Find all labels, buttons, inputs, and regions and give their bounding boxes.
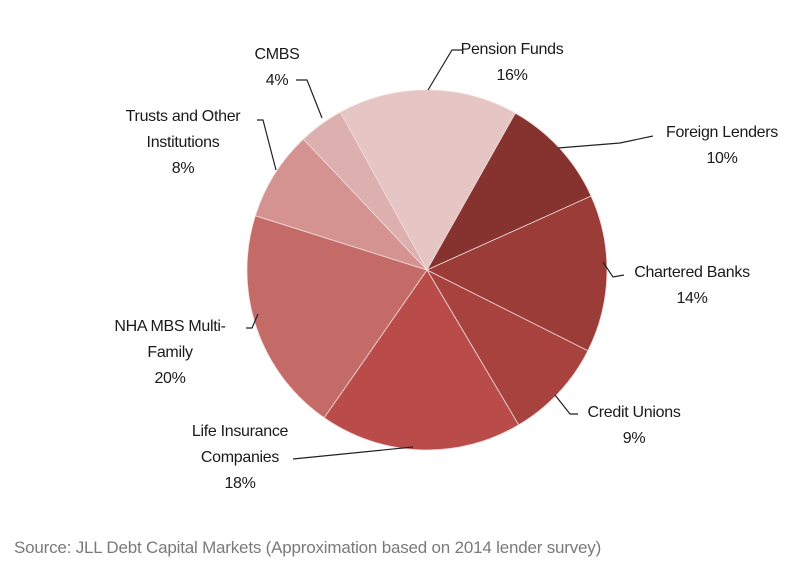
label-cmbs: CMBS 4%	[247, 42, 307, 94]
label-trusts: Trusts and Other Institutions 8%	[108, 104, 258, 182]
label-text: Life Insurance	[191, 423, 289, 440]
label-text: NHA MBS Multi-	[114, 318, 226, 335]
label-text: Family	[147, 344, 193, 361]
pie-slice-foreign-lenders	[426, 112, 592, 271]
leader-line-pension	[427, 49, 462, 91]
leader-line-life	[292, 446, 414, 460]
label-text: Chartered Banks	[634, 264, 750, 281]
label-foreign-lenders: Foreign Lenders 10%	[652, 120, 792, 172]
leader-line-credit	[554, 394, 578, 415]
label-pct: 18%	[224, 475, 256, 492]
source-note: Source: JLL Debt Capital Markets (Approx…	[14, 538, 602, 557]
label-text: Credit Unions	[587, 404, 681, 421]
leader-line-cmbs	[296, 79, 323, 119]
label-text: Trusts and Other	[125, 108, 241, 125]
pie-slice-trusts-and-other-institutions	[254, 138, 429, 271]
pie-slice-life-insurance-companies	[323, 269, 520, 451]
leader-line-chartered	[602, 261, 625, 278]
pie-slice-chartered-banks	[426, 195, 608, 352]
label-pct: 8%	[171, 160, 195, 177]
label-pct: 14%	[676, 290, 708, 307]
label-text: Institutions	[146, 134, 220, 151]
pie-slice-nha-mbs-multi-family	[246, 215, 428, 419]
leader-lines	[246, 49, 654, 460]
leader-line-nha	[246, 313, 259, 329]
label-life-insurance: Life Insurance Companies 18%	[175, 419, 305, 497]
label-pct: 20%	[154, 370, 186, 387]
label-pct: 10%	[706, 150, 738, 167]
label-nha-mbs: NHA MBS Multi- Family 20%	[100, 314, 240, 392]
label-text: CMBS	[254, 46, 300, 63]
pie-slice-credit-unions	[425, 269, 589, 426]
leader-line-trusts	[257, 119, 277, 171]
label-pct: 4%	[265, 72, 289, 89]
label-pension-funds: Pension Funds 16%	[452, 37, 572, 89]
label-pct: 9%	[622, 430, 646, 447]
pie-slice-pension-funds	[339, 89, 516, 271]
label-chartered-banks: Chartered Banks 14%	[622, 260, 762, 312]
label-text: Pension Funds	[460, 41, 564, 58]
label-credit-unions: Credit Unions 9%	[576, 400, 692, 452]
label-pct: 16%	[496, 67, 528, 84]
leader-line-foreign	[557, 135, 654, 149]
pie-slice-cmbs	[302, 111, 428, 271]
label-text: Companies	[200, 449, 280, 466]
label-text: Foreign Lenders	[665, 124, 779, 141]
